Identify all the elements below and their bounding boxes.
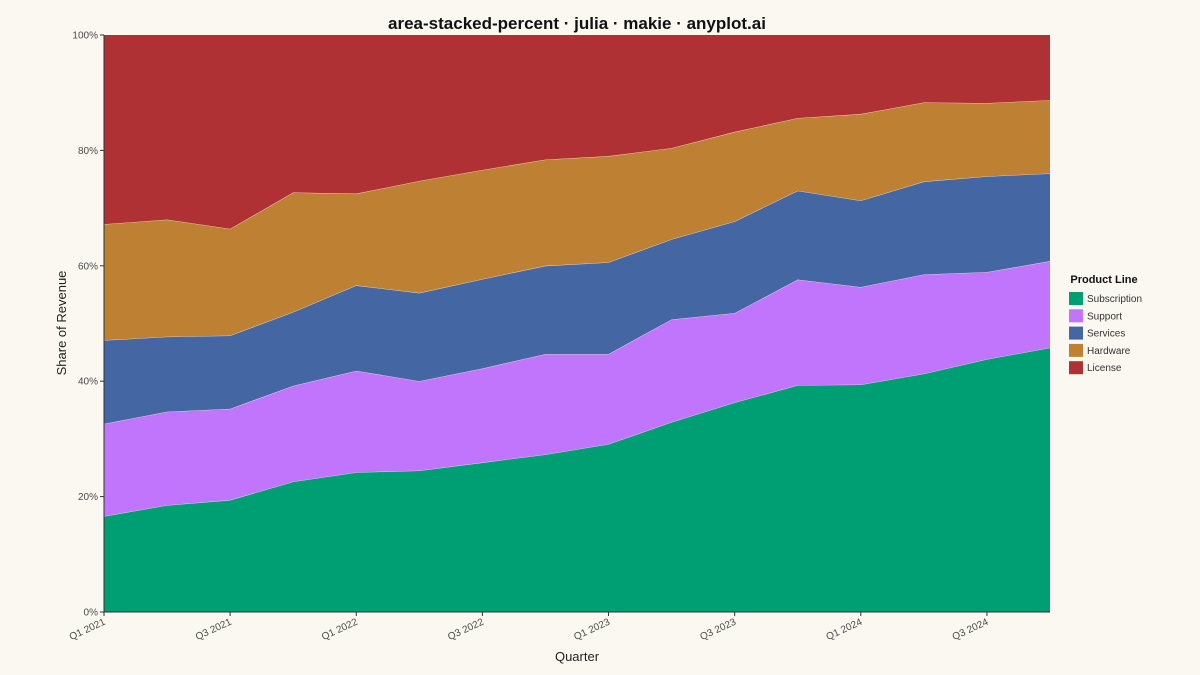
x-axis-title: Quarter bbox=[555, 649, 600, 664]
x-tick-label: Q3 2022 bbox=[446, 617, 486, 643]
areas-group bbox=[103, 35, 1051, 612]
legend-swatch-license bbox=[1069, 361, 1083, 375]
legend-label-subscription: Subscription bbox=[1087, 294, 1142, 305]
y-tick-label: 40% bbox=[78, 377, 98, 388]
legend-swatch-subscription bbox=[1069, 292, 1083, 305]
y-axis-title: Share of Revenue bbox=[54, 271, 69, 376]
legend-swatch-support bbox=[1069, 309, 1083, 323]
y-tick-label: 80% bbox=[78, 146, 98, 157]
legend: Product Line Subscription Support Services… bbox=[1069, 274, 1142, 375]
x-tick-label: Q3 2024 bbox=[951, 617, 991, 643]
y-tick-label: 60% bbox=[78, 261, 98, 272]
chart-title: area-stacked-percent · julia · makie · a… bbox=[388, 14, 766, 33]
y-tick-label: 0% bbox=[84, 608, 99, 619]
y-tick-label: 20% bbox=[78, 492, 98, 503]
legend-label-services: Services bbox=[1087, 329, 1125, 340]
x-tick-label: Q1 2023 bbox=[572, 617, 612, 643]
y-tick-label: 100% bbox=[72, 31, 98, 42]
x-tick-label: Q1 2021 bbox=[68, 617, 108, 643]
area-subscription bbox=[104, 347, 1050, 612]
legend-swatch-services bbox=[1069, 326, 1083, 340]
x-tick-label: Q3 2023 bbox=[699, 617, 739, 643]
area-services bbox=[104, 173, 1050, 424]
x-tick-label: Q1 2024 bbox=[825, 617, 865, 643]
legend-swatch-hardware bbox=[1069, 343, 1083, 357]
legend-label-license: License bbox=[1087, 363, 1122, 374]
area-hardware bbox=[104, 100, 1050, 341]
x-tick-label: Q1 2022 bbox=[320, 617, 360, 643]
x-tick-label: Q3 2021 bbox=[194, 617, 234, 643]
legend-label-support: Support bbox=[1087, 311, 1122, 322]
legend-label-hardware: Hardware bbox=[1087, 346, 1131, 357]
area-support bbox=[104, 261, 1050, 517]
legend-title: Product Line bbox=[1070, 274, 1137, 286]
area-license bbox=[104, 35, 1050, 229]
